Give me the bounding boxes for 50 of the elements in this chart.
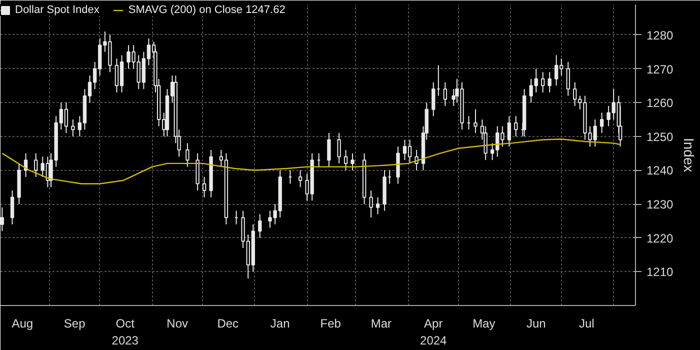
candlestick xyxy=(541,72,545,93)
candlestick xyxy=(414,149,418,171)
y-tick-label: 1220 xyxy=(646,231,674,246)
candlestick xyxy=(34,152,38,178)
candlestick xyxy=(474,108,478,134)
y-tick-label: 1260 xyxy=(646,96,674,110)
candlestick xyxy=(202,176,206,198)
x-tick-label: Oct 2023 xyxy=(112,316,139,348)
y-tick-label: 1240 xyxy=(646,164,674,178)
candlestick xyxy=(186,142,190,168)
x-tick-label: Mar xyxy=(370,316,392,330)
x-tick-label: Apr 2024 xyxy=(420,316,448,348)
y-tick-label: 1280 xyxy=(646,28,674,42)
legend-label: Dollar Spot Index xyxy=(15,4,100,16)
candlestick xyxy=(369,190,373,218)
candlestick xyxy=(432,82,436,117)
x-tick-label: Jan xyxy=(270,316,290,330)
y-axis-title: Index xyxy=(681,138,698,172)
candlestick xyxy=(443,82,448,106)
candlestick xyxy=(514,116,518,137)
candlestick xyxy=(258,214,262,238)
candlestick xyxy=(196,152,200,192)
line-series xyxy=(2,138,621,184)
x-tick-label: Nov xyxy=(166,316,188,330)
candlestick xyxy=(376,196,380,215)
x-tick-label: Dec xyxy=(217,316,239,330)
x-tick-label: Feb xyxy=(320,316,342,330)
candlestick xyxy=(396,146,400,184)
y-tick-label: 1250 xyxy=(646,130,674,144)
candlestick xyxy=(10,190,14,225)
y-tick-label: 1210 xyxy=(646,265,674,280)
candlestick xyxy=(0,206,4,232)
candlestick xyxy=(566,61,570,96)
legend-label: SMAVG (200) on Close 1247.62 xyxy=(128,4,286,16)
candlestick xyxy=(298,170,302,188)
candlestick xyxy=(548,72,552,93)
candlestick xyxy=(507,116,512,148)
candlestick xyxy=(344,149,348,171)
x-tick-label: Aug xyxy=(12,316,34,330)
candlestick xyxy=(327,132,331,168)
candlestick xyxy=(600,112,604,134)
candlestick xyxy=(337,132,341,164)
x-tick-label: Jul xyxy=(578,316,594,330)
x-tick-label: May xyxy=(472,316,496,330)
y-tick-label: 1230 xyxy=(646,198,674,212)
x-tick-label: Sep xyxy=(64,316,86,330)
y-tick-label: 1270 xyxy=(646,62,674,76)
x-tick-label: Jun xyxy=(526,316,546,330)
candlestick xyxy=(350,152,354,171)
candlestick xyxy=(71,118,75,137)
